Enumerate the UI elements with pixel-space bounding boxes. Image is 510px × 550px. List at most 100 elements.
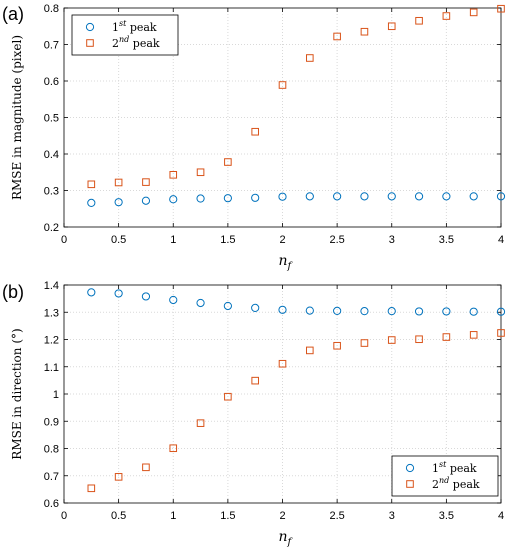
point-series2 xyxy=(387,336,396,344)
panel-b: 0 0.5 1 1.5 2 2.5 3 3.5 4 0.6 0.7 0.8 0.9 1 1.1 1.2 1.3 1… xyxy=(2,280,506,548)
legend-label-series2: 2nd peak xyxy=(432,476,480,491)
y-tick-label: 0.2 xyxy=(44,222,59,234)
x-tick-label: 3.5 xyxy=(439,510,454,522)
x-tick-label: 2 xyxy=(279,510,285,522)
point-series1 xyxy=(333,192,342,201)
point-series1 xyxy=(141,292,151,301)
point-series1 xyxy=(114,198,123,207)
point-series1 xyxy=(496,307,506,316)
x-tick-label: 1.5 xyxy=(220,510,235,522)
point-series2 xyxy=(415,16,423,25)
point-series2 xyxy=(497,4,505,13)
y-tick-label: 0.3 xyxy=(44,186,59,198)
point-series2 xyxy=(169,444,178,453)
x-tick-label: 4 xyxy=(498,234,504,246)
x-axis-label: nf xyxy=(279,529,294,548)
point-series2 xyxy=(497,329,505,337)
y-tick-label: 1.1 xyxy=(44,362,59,374)
x-tick-label: 2 xyxy=(279,234,285,246)
point-series2 xyxy=(224,158,232,166)
point-series2 xyxy=(87,484,96,493)
point-series2 xyxy=(469,331,478,339)
y-tick-label: 0.7 xyxy=(44,471,59,483)
point-series2 xyxy=(251,127,259,136)
legend-marker-series1 xyxy=(405,463,415,473)
point-series2 xyxy=(169,171,178,179)
point-series1 xyxy=(278,192,287,201)
point-series1 xyxy=(387,192,396,201)
point-series2 xyxy=(278,359,287,368)
point-series1 xyxy=(87,288,96,297)
point-series1 xyxy=(496,192,506,201)
point-series1 xyxy=(223,194,232,203)
y-tick-label: 1.3 xyxy=(44,307,59,319)
panel-label: (b) xyxy=(2,282,24,302)
legend-box xyxy=(71,14,179,56)
point-series1 xyxy=(223,301,232,311)
x-tick-label: 0 xyxy=(61,234,67,246)
y-tick-label: 0.6 xyxy=(44,498,59,510)
point-series1 xyxy=(141,196,151,205)
point-series1 xyxy=(169,295,178,305)
point-series1 xyxy=(360,307,369,316)
point-series1 xyxy=(251,303,260,312)
legend-marker-series2 xyxy=(86,39,94,47)
x-tick-label: 3 xyxy=(389,234,395,246)
point-series1 xyxy=(442,192,451,201)
point-series2 xyxy=(278,81,287,89)
point-series1 xyxy=(196,194,205,203)
point-series1 xyxy=(114,289,123,298)
point-series1 xyxy=(278,305,287,314)
point-series2 xyxy=(196,419,205,427)
point-series1 xyxy=(442,307,451,316)
point-series1 xyxy=(387,307,396,316)
x-tick-label: 1 xyxy=(170,234,176,246)
x-tick-label: 2.5 xyxy=(329,510,344,522)
y-tick-label: 0.6 xyxy=(44,76,59,88)
legend-label-series1: 1st peak xyxy=(112,19,157,34)
y-tick-label: 1.4 xyxy=(44,280,59,292)
point-series1 xyxy=(414,192,424,201)
point-series1 xyxy=(469,192,478,201)
point-series2 xyxy=(333,341,341,350)
point-series2 xyxy=(333,32,341,41)
point-series1 xyxy=(251,193,260,202)
point-series1 xyxy=(414,307,424,316)
point-series1 xyxy=(469,307,478,316)
point-series2 xyxy=(142,463,150,472)
point-series2 xyxy=(114,473,123,481)
point-series1 xyxy=(360,192,369,201)
x-tick-label: 0.5 xyxy=(111,510,126,522)
point-series2 xyxy=(442,12,451,20)
y-axis-label: RMSE in direction (°) xyxy=(10,328,24,459)
x-tick-label: 2.5 xyxy=(329,234,344,246)
y-axis-label: RMSE in magnitude (pixel) xyxy=(10,35,24,200)
point-series2 xyxy=(114,178,123,187)
y-tick-label: 0.8 xyxy=(44,444,59,456)
point-series2 xyxy=(251,376,259,385)
panel-label: (a) xyxy=(2,4,24,24)
point-series1 xyxy=(305,192,314,201)
y-tick-label: 0.4 xyxy=(44,149,59,161)
point-series2 xyxy=(306,346,314,355)
point-series2 xyxy=(224,392,232,401)
point-series2 xyxy=(142,178,150,186)
x-tick-label: 3 xyxy=(389,510,395,522)
legend-label-series1: 1st peak xyxy=(432,460,477,475)
legend-label-series2: 2nd peak xyxy=(112,35,160,50)
legend-marker-series1 xyxy=(85,22,95,32)
point-series2 xyxy=(87,180,96,189)
x-tick-label: 3.5 xyxy=(439,234,454,246)
point-series2 xyxy=(442,333,451,341)
x-tick-label: 0 xyxy=(61,510,67,522)
x-axis-label: nf xyxy=(279,253,294,272)
y-tick-label: 1 xyxy=(53,389,59,401)
legend-box xyxy=(391,455,499,497)
y-tick-label: 0.7 xyxy=(44,40,59,52)
x-tick-label: 4 xyxy=(498,510,504,522)
x-tick-label: 1.5 xyxy=(220,234,235,246)
point-series1 xyxy=(87,198,96,208)
y-tick-label: 0.8 xyxy=(44,3,59,15)
point-series2 xyxy=(469,8,478,17)
